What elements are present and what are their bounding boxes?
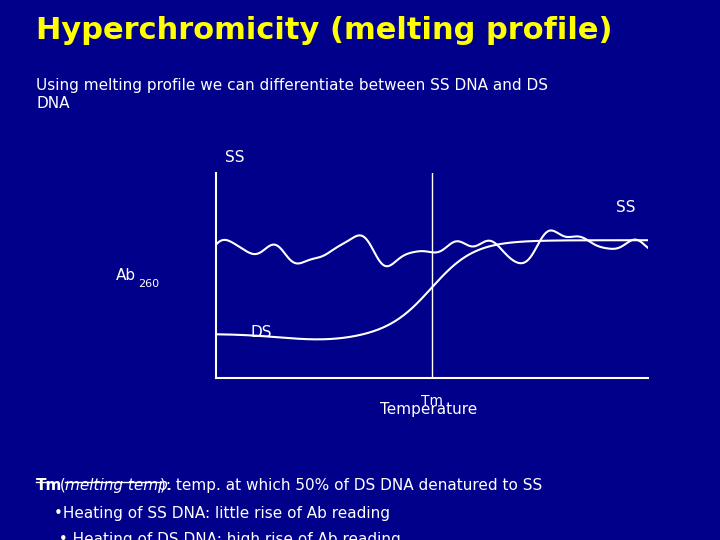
Text: DS: DS [251,326,272,340]
Text: 260: 260 [138,279,160,289]
Text: Temperature: Temperature [379,402,477,417]
Text: Hyperchromicity (melting profile): Hyperchromicity (melting profile) [36,16,613,45]
Text: ): temp. at which 50% of DS DNA denatured to SS: ): temp. at which 50% of DS DNA denature… [160,478,542,493]
Text: melting temp.: melting temp. [65,478,172,493]
Text: Tm: Tm [421,394,443,408]
Text: (: ( [55,478,66,493]
Text: Ab: Ab [116,268,136,283]
Text: Using melting profile we can differentiate between SS DNA and DS
DNA: Using melting profile we can differentia… [36,78,548,111]
Text: SS: SS [225,150,244,165]
Text: •Heating of SS DNA: little rise of Ab reading: •Heating of SS DNA: little rise of Ab re… [54,506,390,521]
Text: Tm: Tm [36,478,63,493]
Text: SS: SS [616,200,635,215]
Text: • Heating of DS DNA: high rise of Ab reading: • Heating of DS DNA: high rise of Ab rea… [54,532,401,540]
